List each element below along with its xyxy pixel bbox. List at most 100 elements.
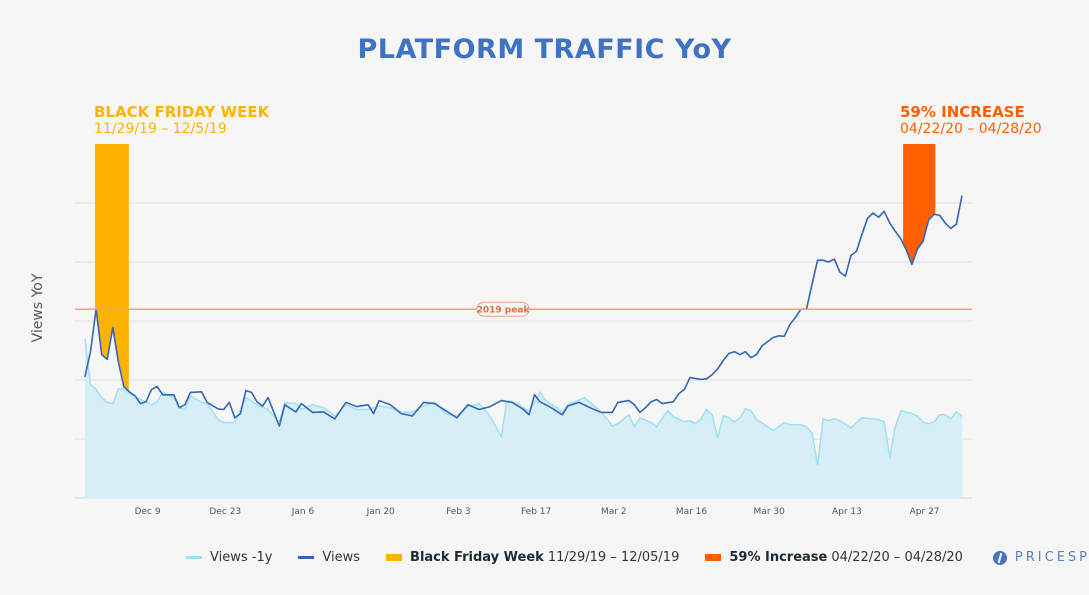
views-point: [644, 407, 647, 409]
views-point: [639, 411, 641, 414]
views-point: [883, 210, 885, 212]
views-point: [905, 249, 908, 251]
views-prev-point: [750, 410, 752, 412]
legend-item-views-prev[interactable]: Views -1y: [186, 550, 272, 565]
legend-item-views[interactable]: Views: [298, 550, 360, 565]
legend-item-black-friday[interactable]: Black Friday Week 11/29/19 – 12/05/19: [386, 550, 679, 565]
views-point: [617, 401, 619, 404]
views-prev-point: [617, 423, 619, 425]
views-point: [234, 417, 236, 419]
views-prev-point: [489, 415, 491, 417]
views-point: [311, 411, 314, 414]
views-prev-point: [112, 403, 114, 405]
views-point: [755, 354, 758, 356]
views-prev-point: [711, 414, 713, 416]
pricespider-logo: PRICESPIDER: [992, 550, 1089, 565]
views-point: [489, 405, 491, 408]
views-point: [145, 401, 147, 403]
views-prev-point: [639, 417, 641, 419]
views-prev-point: [356, 408, 358, 411]
views-prev-point: [334, 415, 336, 417]
views-point: [789, 323, 791, 326]
views-prev-point: [789, 424, 791, 426]
views-point: [178, 407, 180, 409]
views-prev-point: [839, 420, 841, 422]
views-prev-point: [739, 417, 741, 419]
views-prev-point: [245, 397, 247, 399]
peak-2019-badge: [476, 301, 530, 317]
views-point: [422, 401, 425, 404]
legend-range: 11/29/19 – 12/05/19: [547, 550, 680, 565]
views-prev-point: [694, 423, 697, 425]
views-point: [778, 335, 780, 337]
views-point: [539, 401, 541, 403]
views-prev-point: [223, 421, 225, 424]
views-point: [561, 414, 563, 416]
views-point: [345, 401, 347, 404]
views-prev-point: [267, 408, 269, 411]
legend-swatch-views: [298, 556, 315, 559]
views-point: [872, 212, 874, 214]
x-tick-label: Jan 20: [366, 507, 395, 517]
black-friday-highlight: [95, 144, 129, 392]
views-prev-point: [744, 408, 747, 410]
views-point: [950, 227, 952, 229]
views-point: [511, 401, 513, 404]
views-point: [478, 408, 480, 411]
legend-swatch-increase: [705, 554, 722, 561]
views-point: [278, 425, 280, 427]
views-point: [228, 401, 230, 404]
views-prev-point: [162, 391, 164, 393]
views-point: [134, 395, 136, 397]
views-point: [528, 414, 530, 416]
views-point: [700, 378, 702, 381]
views-prev-point: [822, 418, 824, 420]
increase-annotation-range: 04/22/20 – 04/28/20: [900, 121, 1042, 137]
views-prev-point: [278, 421, 280, 424]
views-prev-point: [889, 457, 891, 459]
views-point: [717, 368, 719, 370]
views-prev-point: [900, 410, 902, 412]
views-prev-point: [755, 418, 758, 421]
views-point: [611, 411, 613, 414]
views-prev-point: [656, 426, 658, 428]
views-point: [101, 354, 103, 356]
views-point: [855, 250, 858, 252]
views-point: [600, 411, 602, 414]
views-point: [866, 217, 869, 219]
views-point: [750, 356, 752, 359]
views-point: [656, 398, 658, 401]
views-prev-point: [800, 424, 802, 426]
views-prev-point: [422, 405, 425, 407]
views-prev-point: [378, 405, 380, 407]
views-prev-point: [117, 388, 119, 390]
views-prev-point: [933, 421, 935, 423]
views-point: [467, 404, 469, 406]
views-prev-point: [717, 437, 719, 439]
views-point: [456, 417, 458, 419]
views-point: [300, 403, 303, 405]
legend-swatch-views-prev: [186, 556, 202, 559]
views-point: [861, 233, 863, 235]
views-prev-point: [184, 408, 186, 411]
views-prev-line: [84, 339, 963, 466]
views-prev-point: [434, 401, 436, 404]
views-prev-point: [389, 407, 391, 409]
views-prev-point: [84, 338, 86, 340]
views-prev-point: [151, 404, 153, 406]
legend-item-increase[interactable]: 59% Increase 04/22/20 – 04/28/20: [705, 550, 963, 565]
views-point: [89, 351, 92, 353]
views-prev-point: [961, 415, 963, 417]
views-point: [200, 391, 203, 393]
x-tick-label: Mar 2: [601, 507, 627, 517]
views-point: [411, 415, 414, 417]
views-point: [678, 392, 680, 395]
views-prev-point: [733, 421, 735, 423]
views-point: [711, 374, 713, 376]
views-prev-point: [855, 421, 858, 424]
views-prev-point: [217, 418, 219, 421]
increase-annotation-title: 59% INCREASE: [900, 103, 1025, 121]
views-point: [156, 385, 158, 388]
views-point: [84, 375, 86, 378]
views-point: [578, 401, 580, 404]
